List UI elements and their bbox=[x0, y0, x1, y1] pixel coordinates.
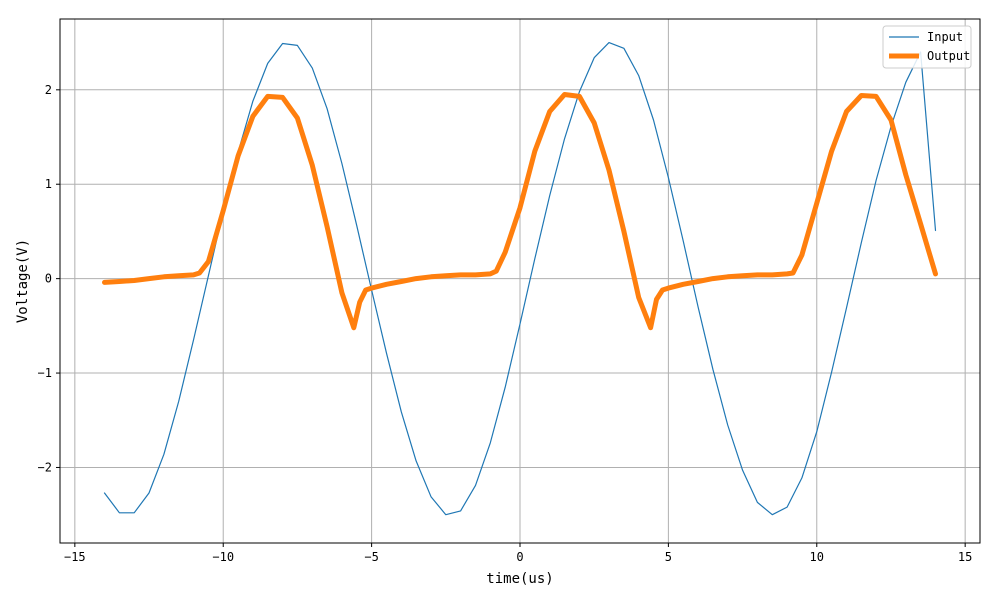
y-tick-label: 0 bbox=[45, 272, 52, 286]
x-tick-label: −10 bbox=[212, 550, 234, 564]
y-tick-label: −2 bbox=[38, 460, 52, 474]
series-line-input bbox=[103, 42, 937, 516]
y-tick-label: 2 bbox=[45, 83, 52, 97]
x-tick-label: 10 bbox=[810, 550, 824, 564]
x-tick-label: −5 bbox=[364, 550, 378, 564]
legend: Input Output bbox=[882, 25, 972, 69]
series-line-output bbox=[102, 92, 938, 331]
legend-label: Output bbox=[927, 49, 970, 63]
y-tick-label: −1 bbox=[38, 366, 52, 380]
grid-lines bbox=[60, 19, 980, 543]
x-axis-title: time(us) bbox=[486, 571, 553, 587]
y-tick-label: 1 bbox=[45, 177, 52, 191]
x-tick-label: 5 bbox=[665, 550, 672, 564]
x-tick-label: 0 bbox=[516, 550, 523, 564]
legend-label: Input bbox=[927, 30, 963, 44]
series-layer bbox=[102, 42, 938, 516]
x-tick-label: −15 bbox=[64, 550, 86, 564]
y-axis-title: Voltage(V) bbox=[15, 239, 31, 323]
x-tick-label: 15 bbox=[958, 550, 972, 564]
